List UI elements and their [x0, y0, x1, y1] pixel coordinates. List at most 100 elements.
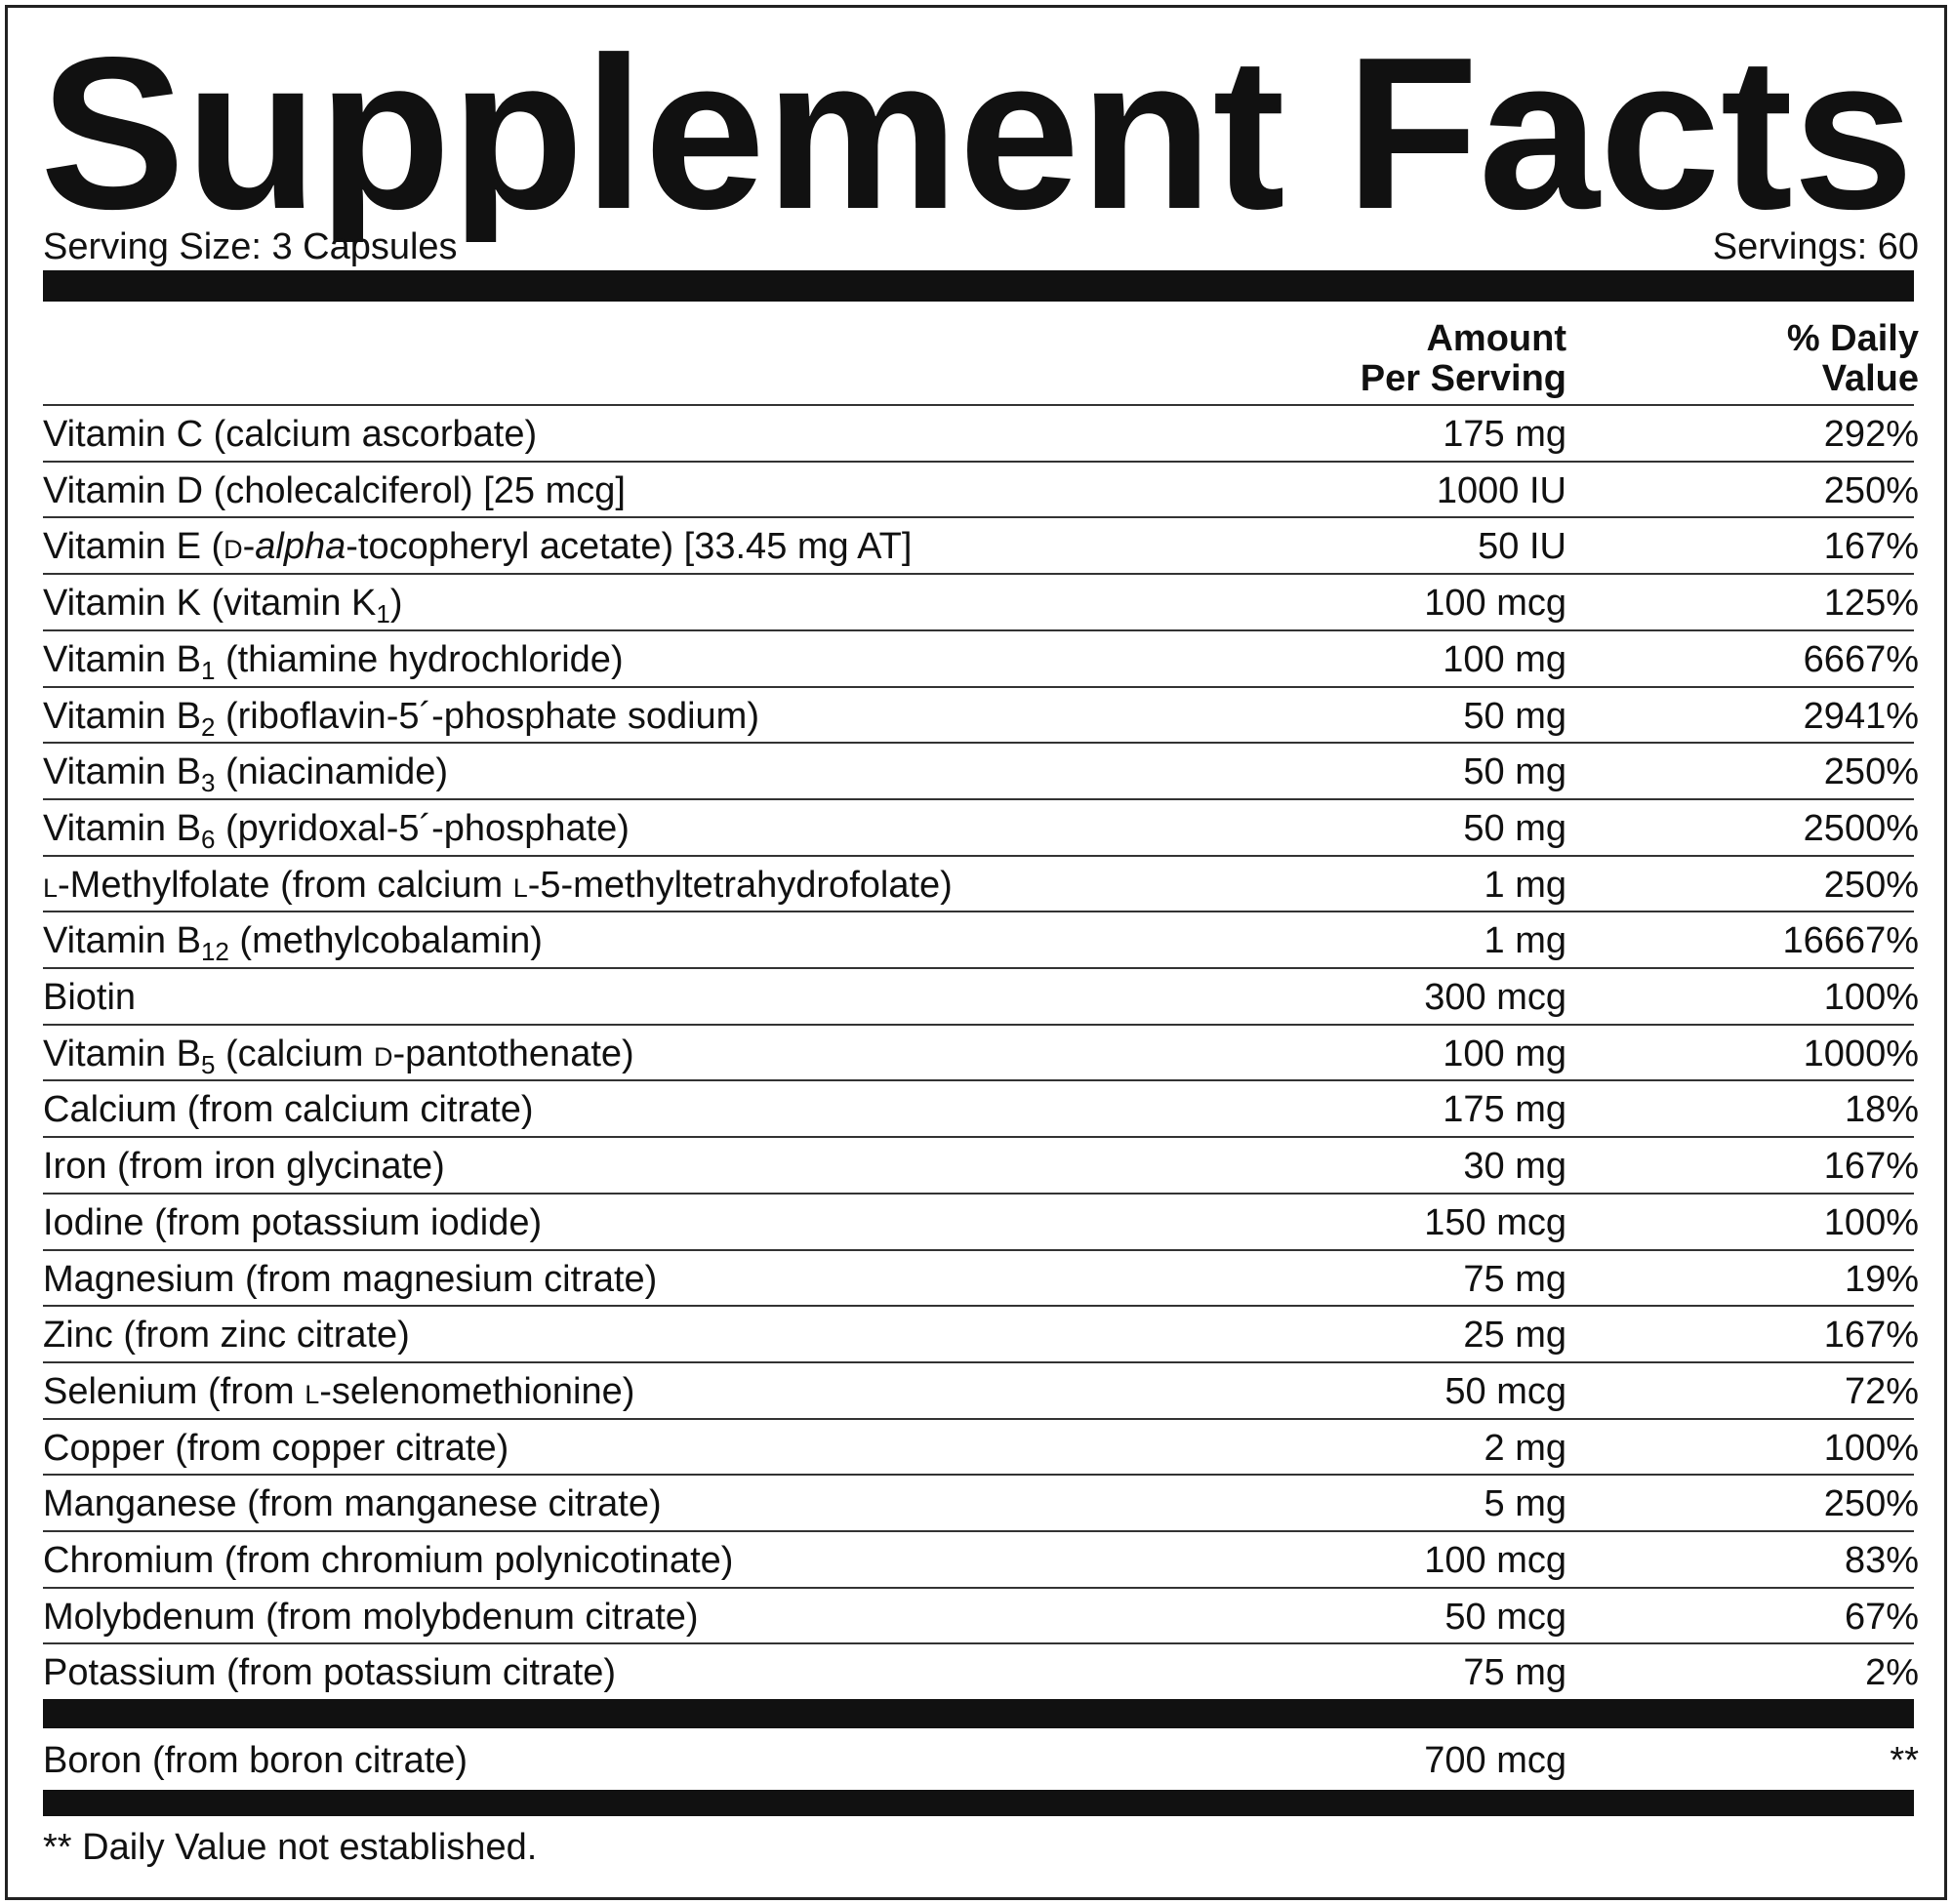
header-daily-value: Value	[1821, 358, 1919, 399]
name-text: Zinc (from zinc citrate)	[43, 1315, 410, 1357]
small-cap: D	[373, 1041, 393, 1072]
amount: 100 mg	[1443, 638, 1566, 680]
name-text: (pyridoxal-5´-phosphate)	[215, 807, 630, 849]
footnote: ** Daily Value not established.	[43, 1827, 538, 1869]
name-text: Iron (from iron glycinate)	[43, 1146, 445, 1188]
name-text: Vitamin D (cholecalciferol) [25 mcg]	[43, 469, 626, 511]
daily-value: 2941%	[1803, 695, 1919, 737]
amount: 75 mg	[1463, 1258, 1566, 1300]
name-text: -Methylfolate (from calcium	[58, 864, 513, 906]
name-text: Vitamin B	[43, 807, 201, 849]
nutrient-name: Manganese (from manganese citrate)	[43, 1485, 662, 1522]
rule	[43, 685, 1914, 688]
rule	[43, 854, 1914, 857]
amount: 700 mcg	[1424, 1740, 1566, 1782]
nutrient-name: Iodine (from potassium iodide)	[43, 1204, 542, 1241]
name-text: Biotin	[43, 977, 137, 1018]
daily-value: 19%	[1844, 1258, 1919, 1300]
name-text: Vitamin B	[43, 920, 201, 962]
nutrient-name: Copper (from copper citrate)	[43, 1430, 508, 1467]
subscript: 1	[200, 655, 216, 685]
name-text: Calcium (from calcium citrate)	[43, 1089, 534, 1131]
name-text: -tocopheryl acetate) [33.45 mg AT]	[346, 526, 913, 568]
name-text: Magnesium (from magnesium citrate)	[43, 1258, 658, 1300]
name-text: Manganese (from manganese citrate)	[43, 1483, 662, 1525]
title: Supplement Facts	[40, 13, 1914, 242]
nutrient-name: Vitamin B2 (riboflavin-5´-phosphate sodi…	[43, 698, 759, 740]
amount: 50 mg	[1463, 695, 1566, 737]
name-text: Vitamin B	[43, 638, 201, 680]
subscript: 6	[200, 824, 216, 854]
name-text: Molybdenum (from molybdenum citrate)	[43, 1596, 699, 1638]
small-cap: D	[224, 535, 243, 565]
name-text: -5-methyltetrahydrofolate)	[527, 864, 953, 906]
nutrient-name: Vitamin B1 (thiamine hydrochloride)	[43, 641, 624, 683]
daily-value: 250%	[1823, 864, 1919, 906]
rule	[43, 742, 1914, 745]
nutrient-name: Vitamin B5 (calcium D-pantothenate)	[43, 1035, 634, 1077]
nutrient-name: Selenium (from L-selenomethionine)	[43, 1373, 634, 1410]
nutrient-name: L-Methylfolate (from calcium L-5-methylt…	[43, 867, 953, 904]
rule	[43, 1079, 1914, 1082]
nutrient-name: Biotin	[43, 979, 136, 1016]
servings: Servings: 60	[1712, 226, 1919, 267]
name-text: Potassium (from potassium citrate)	[43, 1652, 617, 1694]
rule	[43, 967, 1914, 969]
header-amount: Per Serving	[1360, 358, 1566, 399]
rule	[43, 1474, 1914, 1477]
italic-text: alpha	[255, 526, 346, 568]
amount: 25 mg	[1463, 1315, 1566, 1357]
daily-value: 83%	[1844, 1540, 1919, 1581]
daily-value: 67%	[1844, 1596, 1919, 1638]
name-text: Vitamin K (vitamin K	[43, 583, 377, 625]
nutrient-name: Calcium (from calcium citrate)	[43, 1091, 534, 1128]
name-text: Selenium (from	[43, 1370, 305, 1412]
rule	[43, 1023, 1914, 1026]
small-cap: L	[43, 872, 59, 903]
daily-value: 250%	[1823, 751, 1919, 793]
rule	[43, 1417, 1914, 1420]
nutrient-name: Iron (from iron glycinate)	[43, 1148, 445, 1185]
name-text: Chromium (from chromium polynicotinate)	[43, 1540, 734, 1581]
daily-value: 125%	[1823, 583, 1919, 625]
amount: 75 mg	[1463, 1652, 1566, 1694]
name-text: Vitamin B	[43, 751, 201, 793]
daily-value: 167%	[1823, 526, 1919, 568]
daily-value: 6667%	[1803, 638, 1919, 680]
name-text: Vitamin B	[43, 695, 201, 737]
name-text: Vitamin E (	[43, 526, 224, 568]
daily-value: 1000%	[1803, 1033, 1919, 1074]
thick-rule	[43, 270, 1914, 302]
daily-value: 16667%	[1782, 920, 1919, 962]
nutrient-name: Molybdenum (from molybdenum citrate)	[43, 1599, 699, 1636]
daily-value: 100%	[1823, 1427, 1919, 1469]
amount: 100 mcg	[1424, 583, 1566, 625]
nutrient-name: Zinc (from zinc citrate)	[43, 1317, 410, 1354]
rule	[43, 1586, 1914, 1589]
nutrient-name: Vitamin B12 (methylcobalamin)	[43, 922, 543, 964]
daily-value: 250%	[1823, 1483, 1919, 1525]
name-text: Iodine (from potassium iodide)	[43, 1201, 543, 1243]
rule	[43, 1642, 1914, 1645]
supplement-label: Supplement Facts Serving Size: 3 Capsule…	[5, 5, 1947, 1900]
daily-value: 100%	[1823, 1201, 1919, 1243]
rule	[43, 573, 1914, 576]
rule	[43, 1360, 1914, 1363]
daily-value: 72%	[1844, 1370, 1919, 1412]
daily-value: 292%	[1823, 414, 1919, 455]
daily-value: 18%	[1844, 1089, 1919, 1131]
nutrient-name: Vitamin C (calcium ascorbate)	[43, 416, 537, 453]
name-text: )	[389, 583, 403, 625]
name-text: (niacinamide)	[215, 751, 449, 793]
amount: 175 mg	[1443, 1089, 1566, 1131]
rule	[43, 404, 1914, 406]
nutrient-name: Vitamin D (cholecalciferol) [25 mcg]	[43, 472, 626, 509]
daily-value: 250%	[1823, 469, 1919, 511]
header-daily-value: % Daily	[1786, 318, 1919, 359]
nutrient-name: Magnesium (from magnesium citrate)	[43, 1261, 657, 1298]
name-text: Vitamin B	[43, 1033, 201, 1074]
name-text: -pantothenate)	[392, 1033, 634, 1074]
name-text: -	[242, 526, 256, 568]
amount: 50 mcg	[1444, 1596, 1566, 1638]
